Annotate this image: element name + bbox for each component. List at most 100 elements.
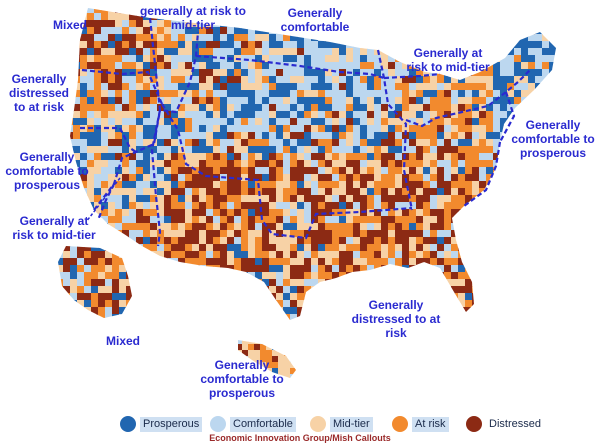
county-cell [521,293,529,301]
county-cell [70,202,74,210]
county-cell [297,188,305,196]
county-cell [227,111,235,119]
county-cell [248,55,256,63]
county-cell [136,76,144,84]
county-cell [84,279,92,287]
county-cell [556,223,564,231]
county-cell [108,167,116,175]
county-cell [507,76,515,84]
county-cell [297,300,305,308]
county-cell [325,209,333,217]
county-cell [360,251,368,259]
county-cell [374,132,382,140]
county-cell [367,265,375,273]
county-cell [70,293,78,301]
county-cell [108,139,116,147]
county-cell [206,90,214,98]
county-cell [255,48,263,56]
county-cell [157,125,165,133]
county-cell [542,62,550,70]
county-cell [458,104,466,112]
county-cell [409,146,417,154]
county-cell [199,230,207,238]
county-cell [164,202,172,210]
county-cell [311,195,319,203]
county-cell [192,153,200,161]
county-cell [150,314,158,320]
county-cell [122,34,130,42]
county-cell [178,34,186,42]
county-cell [521,55,529,63]
county-cell [178,216,186,224]
county-cell [262,244,270,252]
label-at-risk-to-mid-tier-midwest: Generally at risk to mid-tier [406,46,490,74]
county-cell [514,181,522,189]
county-cell [374,237,382,245]
county-cell [178,230,186,238]
county-cell [262,118,270,126]
county-cell [269,118,277,126]
county-cell [255,314,263,320]
county-cell [500,104,508,112]
county-cell [556,104,564,112]
county-cell [514,230,522,238]
county-cell [416,272,424,280]
county-cell [311,118,319,126]
county-cell [451,265,459,273]
county-cell [178,111,186,119]
county-cell [129,83,137,91]
county-cell [87,202,95,210]
legend-label-at-risk: At risk [412,416,449,432]
county-cell [269,195,277,203]
county-cell [500,279,508,287]
county-cell [171,167,179,175]
county-cell [535,20,543,28]
county-cell [486,153,494,161]
county-cell [178,132,186,140]
county-cell [346,251,354,259]
county-cell [262,13,270,21]
county-cell [416,216,424,224]
county-cell [381,286,389,294]
county-cell [542,300,550,308]
county-cell [318,104,326,112]
county-cell [374,181,382,189]
county-cell [430,83,438,91]
county-cell [353,237,361,245]
county-cell [164,69,172,77]
county-cell [388,202,396,210]
county-cell [255,223,263,231]
county-cell [374,258,382,266]
county-cell [276,307,284,315]
county-cell [332,237,340,245]
county-cell [108,90,116,98]
county-cell [318,97,326,105]
county-cell [80,314,88,320]
county-cell [284,356,291,363]
county-cell [272,368,279,375]
county-cell [493,139,501,147]
county-cell [325,251,333,259]
county-cell [304,167,312,175]
county-cell [507,167,515,175]
county-cell [143,48,151,56]
county-cell [290,272,298,280]
legend-item-comfortable: Comfortable [210,416,296,432]
county-cell [395,90,403,98]
county-cell [206,188,214,196]
county-cell [143,20,151,28]
county-cell [409,237,417,245]
county-cell [311,265,319,273]
county-cell [262,104,270,112]
county-cell [486,132,494,140]
county-cell [227,202,235,210]
county-cell [70,62,74,70]
county-cell [458,8,466,14]
county-cell [94,27,102,35]
county-cell [346,125,354,133]
county-cell [227,83,235,91]
county-cell [339,244,347,252]
county-cell [318,153,326,161]
county-cell [472,174,480,182]
county-cell [430,216,438,224]
